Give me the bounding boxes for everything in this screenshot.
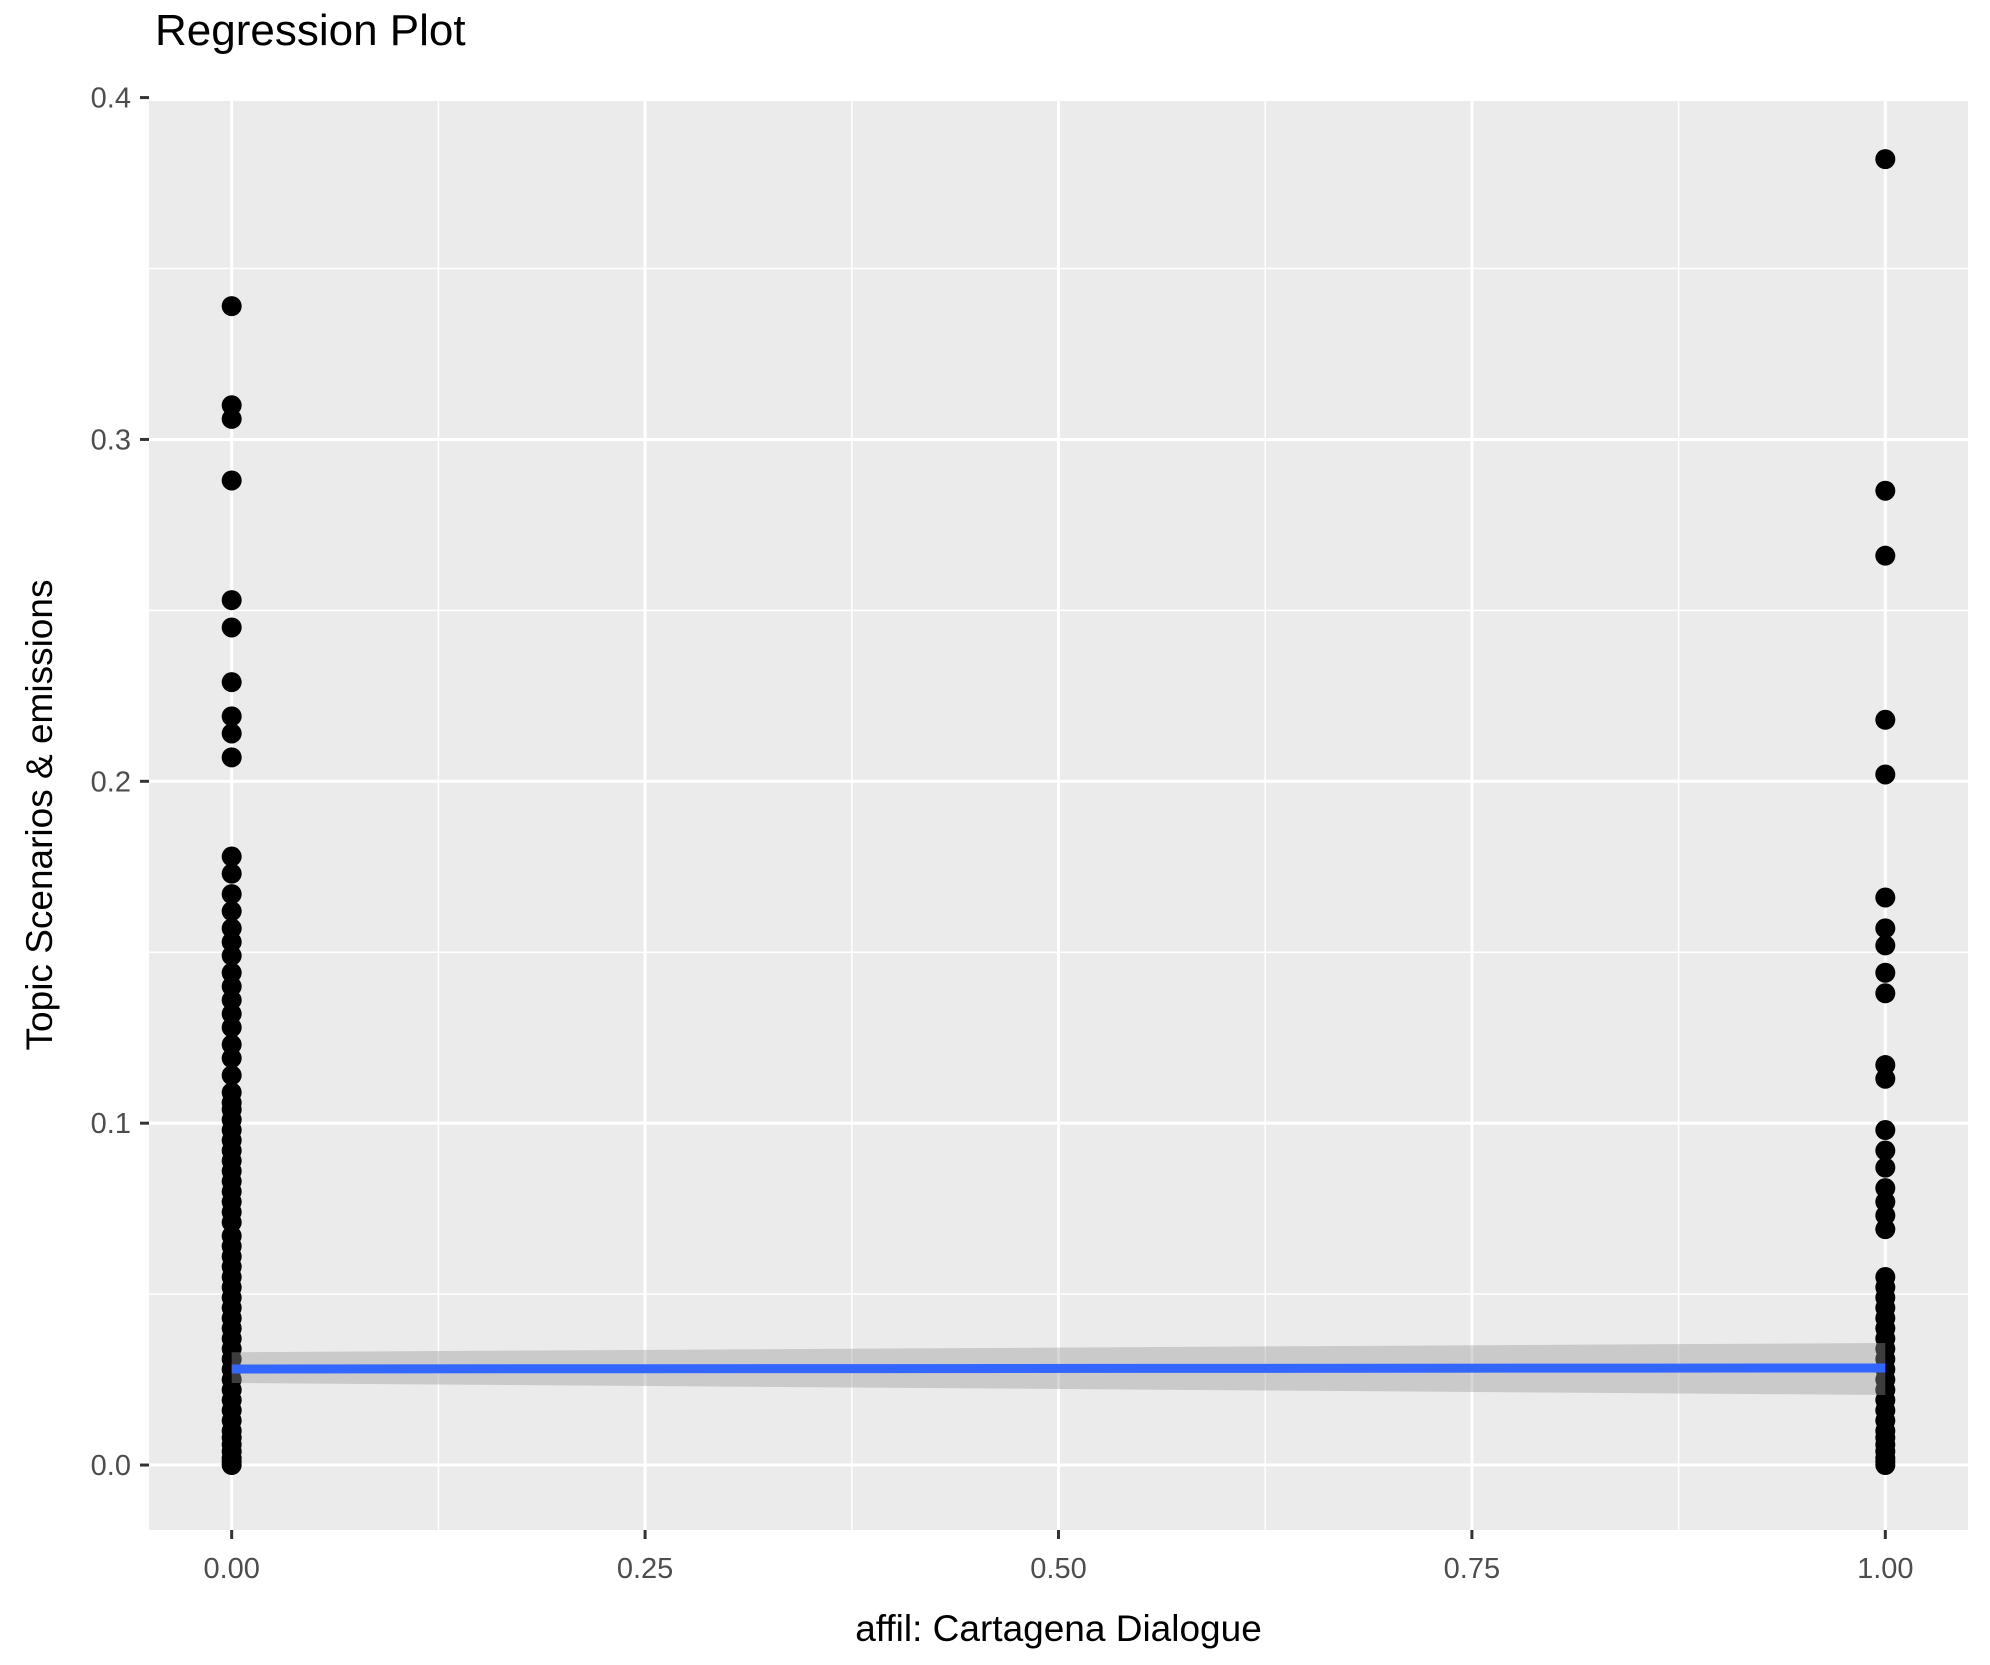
data-point — [221, 747, 242, 768]
data-point — [1875, 935, 1896, 956]
data-point — [1875, 545, 1896, 566]
y-tick-label: 0.0 — [91, 1450, 131, 1482]
x-axis-title: affil: Cartagena Dialogue — [855, 1608, 1262, 1649]
data-point — [1875, 1120, 1896, 1141]
data-point — [221, 918, 242, 939]
data-point — [221, 976, 242, 997]
data-point — [1875, 1219, 1896, 1240]
data-point — [221, 990, 242, 1011]
data-point — [1875, 1157, 1896, 1178]
data-point — [221, 706, 242, 727]
data-point — [1875, 962, 1896, 983]
data-point — [1875, 887, 1896, 908]
data-point — [221, 884, 242, 905]
data-point — [221, 723, 242, 744]
x-tick-label: 1.00 — [1857, 1553, 1913, 1585]
data-point — [221, 901, 242, 922]
y-axis-title: Topic Scenarios & emissions — [19, 579, 60, 1051]
data-point — [1875, 918, 1896, 939]
data-point — [1875, 1055, 1896, 1076]
data-point — [221, 1048, 242, 1069]
x-tick-label: 0.50 — [1030, 1553, 1086, 1585]
data-point — [1875, 1455, 1896, 1476]
data-point — [221, 846, 242, 867]
data-point — [221, 296, 242, 317]
data-point — [221, 1034, 242, 1055]
data-point — [1875, 1178, 1896, 1199]
data-point — [221, 945, 242, 966]
x-tick-label: 0.75 — [1444, 1553, 1500, 1585]
y-tick-label: 0.3 — [91, 424, 131, 456]
chart-title: Regression Plot — [155, 6, 466, 55]
data-point — [221, 617, 242, 638]
data-point — [1875, 709, 1896, 730]
data-point — [1875, 480, 1896, 501]
y-tick-label: 0.1 — [91, 1108, 131, 1140]
data-point — [221, 395, 242, 416]
data-point — [1875, 1205, 1896, 1226]
data-point — [221, 470, 242, 491]
data-point — [1875, 1191, 1896, 1212]
regression-line — [231, 1363, 1886, 1374]
data-point — [1875, 983, 1896, 1004]
data-point — [1875, 1068, 1896, 1089]
data-point — [221, 1065, 242, 1086]
grid-lines — [149, 101, 1968, 1530]
data-point — [1875, 1140, 1896, 1161]
y-tick-label: 0.4 — [91, 83, 131, 115]
data-point — [221, 1455, 242, 1476]
y-tick-label: 0.2 — [91, 766, 131, 798]
data-point — [221, 408, 242, 429]
data-point — [221, 962, 242, 983]
data-point — [221, 931, 242, 952]
data-point — [1875, 764, 1896, 785]
x-tick-label: 0.25 — [617, 1553, 673, 1585]
data-point — [221, 1212, 242, 1233]
axes: 0.00 0.25 0.50 0.75 1.00 0.0 0.1 0.2 0.3 0.4 — [91, 83, 1914, 1585]
data-point — [1875, 149, 1896, 170]
data-point — [221, 590, 242, 611]
data-layer — [221, 149, 1896, 1476]
data-point — [221, 672, 242, 693]
data-point — [221, 863, 242, 884]
x-tick-label: 0.00 — [203, 1553, 259, 1585]
data-point — [221, 1003, 242, 1024]
data-point — [221, 1017, 242, 1038]
